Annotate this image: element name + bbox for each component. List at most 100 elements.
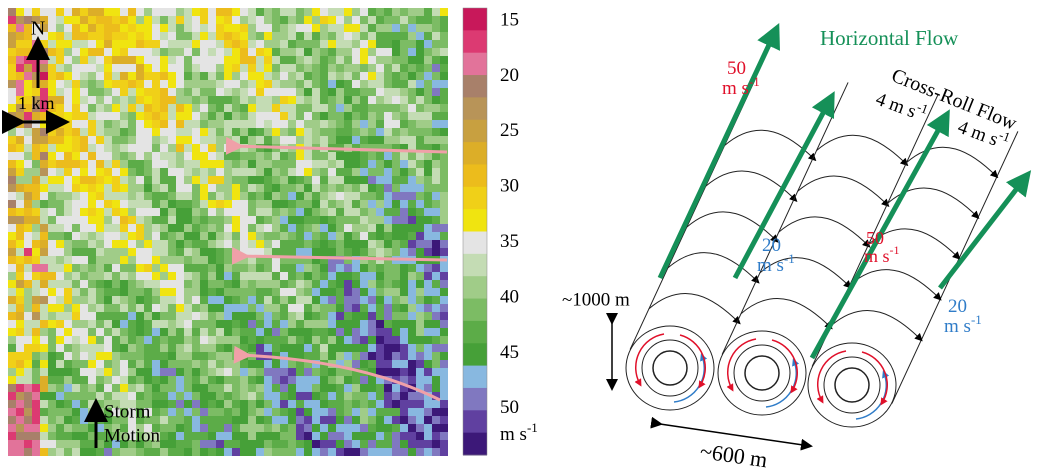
radar-cell <box>48 8 56 16</box>
radar-cell <box>56 288 64 296</box>
radar-cell <box>208 288 216 296</box>
radar-cell <box>328 48 336 56</box>
radar-cell <box>48 368 56 376</box>
radar-cell <box>360 168 368 176</box>
radar-cell <box>264 24 272 32</box>
radar-cell <box>440 176 448 184</box>
radar-cell <box>256 408 264 416</box>
radar-cell <box>48 56 56 64</box>
radar-cell <box>384 184 392 192</box>
radar-cell <box>64 400 72 408</box>
radar-cell <box>32 408 40 416</box>
radar-cell <box>264 56 272 64</box>
radar-cell <box>248 80 256 88</box>
flow-line <box>741 298 831 328</box>
radar-cell <box>88 352 96 360</box>
radar-cell <box>248 168 256 176</box>
radar-cell <box>360 448 368 456</box>
radar-cell <box>112 192 120 200</box>
radar-cell <box>264 168 272 176</box>
radar-cell <box>240 88 248 96</box>
radar-cell <box>312 72 320 80</box>
radar-cell <box>112 336 120 344</box>
radar-cell <box>8 312 16 320</box>
radar-cell <box>248 392 256 400</box>
radar-cell <box>376 184 384 192</box>
radar-cell <box>56 32 64 40</box>
radar-cell <box>112 232 120 240</box>
radar-cell <box>184 104 192 112</box>
radar-cell <box>192 232 200 240</box>
radar-cell <box>320 368 328 376</box>
radar-cell <box>416 184 424 192</box>
radar-cell <box>304 264 312 272</box>
radar-cell <box>384 224 392 232</box>
radar-cell <box>80 80 88 88</box>
radar-cell <box>272 48 280 56</box>
radar-cell <box>264 160 272 168</box>
radar-cell <box>392 360 400 368</box>
radar-cell <box>256 72 264 80</box>
radar-cell <box>328 88 336 96</box>
radar-cell <box>176 96 184 104</box>
radar-cell <box>112 368 120 376</box>
radar-cell <box>32 288 40 296</box>
radar-cell <box>416 336 424 344</box>
radar-cell <box>192 32 200 40</box>
radar-cell <box>248 40 256 48</box>
radar-cell <box>192 328 200 336</box>
radar-cell <box>296 408 304 416</box>
radar-cell <box>240 96 248 104</box>
radar-cell <box>96 304 104 312</box>
radar-cell <box>272 320 280 328</box>
radar-cell <box>192 336 200 344</box>
radar-cell <box>120 192 128 200</box>
radar-cell <box>88 216 96 224</box>
radar-cell <box>424 224 432 232</box>
radar-cell <box>112 200 120 208</box>
radar-cell <box>224 392 232 400</box>
radar-cell <box>32 424 40 432</box>
radar-cell <box>144 176 152 184</box>
radar-cell <box>200 256 208 264</box>
radar-cell <box>48 136 56 144</box>
radar-cell <box>144 344 152 352</box>
radar-cell <box>104 320 112 328</box>
radar-cell <box>336 136 344 144</box>
radar-cell <box>208 400 216 408</box>
radar-cell <box>120 352 128 360</box>
colorbar-segment <box>463 366 487 389</box>
radar-cell <box>216 376 224 384</box>
radar-cell <box>8 96 16 104</box>
radar-cell <box>304 176 312 184</box>
radar-cell <box>16 256 24 264</box>
radar-cell <box>432 136 440 144</box>
radar-cell <box>168 24 176 32</box>
radar-cell <box>368 352 376 360</box>
radar-cell <box>176 424 184 432</box>
radar-cell <box>16 288 24 296</box>
radar-cell <box>240 432 248 440</box>
radar-cell <box>376 344 384 352</box>
radar-cell <box>144 200 152 208</box>
radar-cell <box>112 176 120 184</box>
radar-cell <box>432 168 440 176</box>
radar-cell <box>360 432 368 440</box>
radar-cell <box>432 400 440 408</box>
radar-cell <box>16 296 24 304</box>
radar-cell <box>48 376 56 384</box>
radar-cell <box>88 96 96 104</box>
radar-cell <box>312 272 320 280</box>
speed-label: 20m s-1 <box>944 296 982 337</box>
radar-cell <box>240 128 248 136</box>
radar-cell <box>344 168 352 176</box>
radar-cell <box>384 304 392 312</box>
radar-cell <box>392 128 400 136</box>
radar-cell <box>256 176 264 184</box>
radar-cell <box>200 192 208 200</box>
radar-cell <box>96 448 104 456</box>
radar-cell <box>160 152 168 160</box>
radar-cell <box>208 64 216 72</box>
radar-cell <box>248 152 256 160</box>
radar-cell <box>296 136 304 144</box>
